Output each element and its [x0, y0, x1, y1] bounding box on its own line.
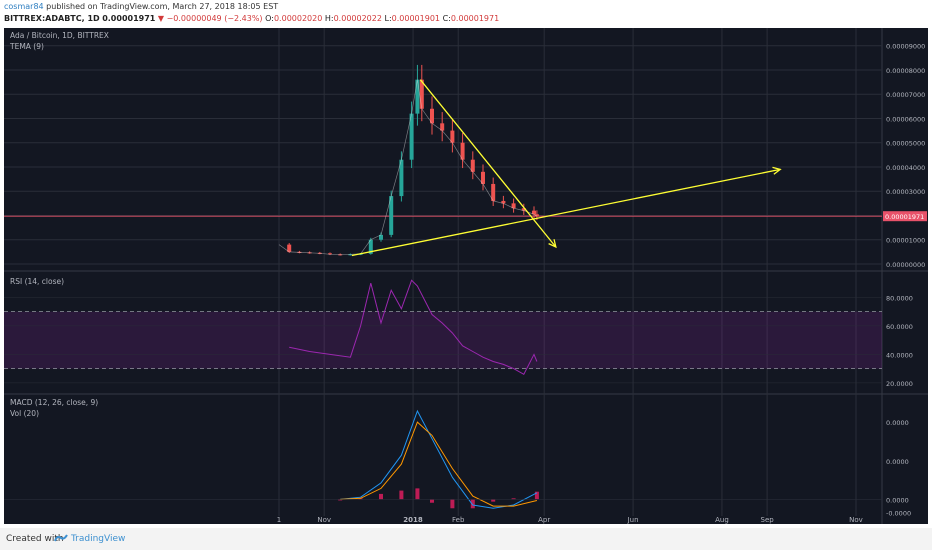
candle [531, 210, 536, 215]
rsi-tick-label: 40.0000 [886, 351, 913, 359]
published-text: published on TradingView.com, March 27, … [46, 2, 279, 11]
arrowhead [548, 239, 557, 249]
x-tick-label: Apr [538, 516, 550, 524]
price-tick-label: 0.00000000 [886, 261, 925, 269]
candle [501, 200, 506, 204]
x-tick-label: Aug [715, 516, 729, 524]
candle [480, 171, 485, 184]
volume-label: Vol (20) [10, 409, 39, 418]
x-tick-label: Feb [452, 516, 465, 524]
tradingview-brand[interactable]: TradingView [71, 534, 126, 544]
price-tick-label: 0.00007000 [886, 91, 925, 99]
macd-histogram-bar [450, 499, 455, 509]
high-label: H: [324, 14, 334, 23]
macd-histogram-bar [470, 499, 475, 509]
tradingview-logo-icon [54, 534, 68, 542]
tema-line [278, 79, 538, 256]
candle [327, 253, 332, 255]
price-tick-label: 0.00006000 [886, 115, 925, 123]
candle [440, 123, 445, 131]
candle [419, 79, 424, 109]
last-price: 0.00001971 [102, 14, 156, 23]
candle [348, 254, 353, 256]
macd-histogram-bar [378, 493, 383, 500]
arrowhead [772, 166, 782, 175]
change-value: −0.00000049 (−2.43%) [166, 14, 263, 23]
low-value: 0.00001901 [391, 14, 441, 23]
x-tick-label: Nov [849, 516, 863, 524]
price-tick-label: 0.00008000 [886, 67, 925, 75]
trend-line-arrow[interactable] [419, 79, 557, 248]
candle [415, 79, 420, 114]
symbol-label: BITTREX:ADABTC, 1D [4, 14, 100, 23]
rsi-band-fill [4, 311, 882, 369]
macd-histogram-bar [399, 490, 404, 500]
x-tick-label: Nov [317, 516, 331, 524]
rsi-label: RSI (14, close) [10, 277, 64, 286]
price-pane-title: Ada / Bitcoin, 1D, BITTREX [10, 31, 109, 40]
macd-tick-label: 0.0000 [886, 419, 909, 427]
open-value: 0.00002020 [273, 14, 323, 23]
ohlc-line: BITTREX:ADABTC, 1D 0.00001971 ▼ −0.00000… [4, 14, 499, 23]
macd-histogram-bar [338, 499, 343, 501]
candle [460, 142, 465, 160]
down-arrow-icon: ▼ [157, 14, 165, 23]
candle [534, 214, 539, 217]
signal-line [340, 421, 538, 507]
rsi-tick-label: 80.0000 [886, 294, 913, 302]
close-label: C: [442, 14, 451, 23]
price-tick-label: 0.00004000 [886, 164, 925, 172]
rsi-line [289, 279, 538, 375]
tema-label: TEMA (9) [9, 42, 44, 51]
macd-histogram-bar [415, 488, 420, 500]
candle [287, 244, 292, 252]
candle [399, 159, 404, 197]
price-tick-label: 0.00003000 [886, 188, 925, 196]
high-value: 0.00002022 [333, 14, 382, 23]
macd-histogram-bar [429, 499, 434, 503]
macd-histogram-bar [511, 498, 516, 500]
publish-header: cosmar84 published on TradingView.com, M… [0, 0, 932, 28]
macd-histogram-bar [358, 498, 363, 500]
x-tick-label: 2018 [403, 516, 423, 524]
publish-line: cosmar84 published on TradingView.com, M… [4, 2, 278, 11]
macd-label: MACD (12, 26, close, 9) [10, 398, 98, 407]
macd-tick-label: -0.0000 [886, 510, 911, 518]
rsi-tick-label: 60.0000 [886, 323, 913, 331]
last-price-tag-label: 0.00001971 [885, 213, 924, 221]
candle [378, 234, 383, 240]
candle [368, 239, 373, 254]
candle [470, 159, 475, 172]
last-price-tag [883, 211, 927, 222]
macd-line [340, 409, 538, 509]
macd-tick-label: 0.0000 [886, 458, 909, 466]
macd-tick-label: 0.0000 [886, 496, 909, 504]
candle [450, 130, 455, 143]
chart-canvas[interactable]: 1 Nov 2018 Feb Apr Jun Aug Sep Nov 0.00000000 0.00… [4, 28, 928, 524]
footer: Created with TradingView [0, 528, 932, 550]
x-tick-label: 1 [277, 516, 281, 524]
price-tick-label: 0.00001000 [886, 237, 925, 245]
x-tick-label: Sep [761, 516, 775, 524]
price-tick-label: 0.00009000 [886, 43, 925, 51]
candle [429, 108, 434, 124]
open-label: O: [265, 14, 274, 23]
low-label: L: [384, 14, 392, 23]
candle [409, 113, 414, 160]
macd-histogram-bar [491, 499, 496, 502]
created-with-text: Created with [6, 534, 64, 544]
candle [491, 183, 496, 201]
rsi-tick-label: 20.0000 [886, 380, 913, 388]
close-value: 0.00001971 [450, 14, 500, 23]
trend-line-arrow[interactable] [351, 168, 781, 257]
candle [511, 203, 516, 209]
candle [521, 208, 526, 211]
author-link[interactable]: cosmar84 [4, 2, 44, 11]
chart-area[interactable]: 1 Nov 2018 Feb Apr Jun Aug Sep Nov 0.00000000 0.00… [4, 28, 928, 524]
macd-histogram-bar [534, 491, 539, 500]
x-tick-label: Jun [627, 516, 639, 524]
candle [389, 196, 394, 235]
price-tick-label: 0.00005000 [886, 140, 925, 148]
